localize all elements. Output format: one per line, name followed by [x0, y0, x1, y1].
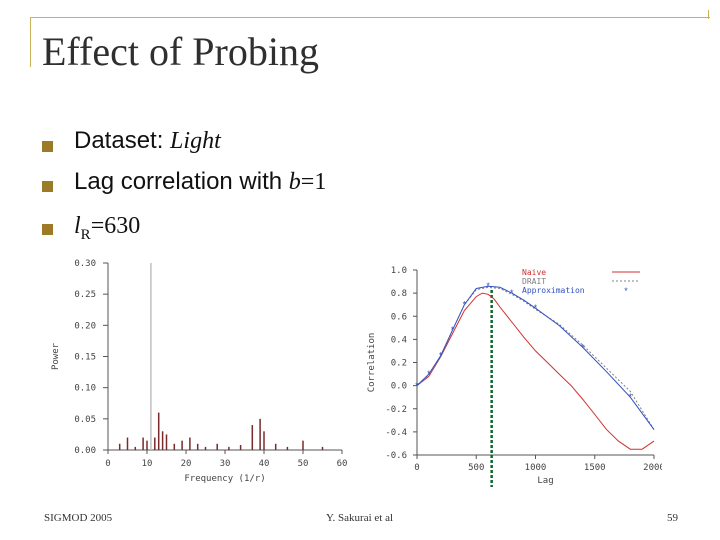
- legend-label: Naive: [522, 268, 546, 277]
- bullet-marker-3: [42, 224, 53, 235]
- power-x-tick-label: 30: [220, 459, 231, 469]
- corr-approx-marker: *: [510, 288, 514, 298]
- corr-y-tick-label: 1.0: [391, 266, 407, 276]
- legend-marker: *: [624, 286, 628, 296]
- corr-approx-marker: *: [534, 303, 538, 313]
- power-x-tick-label: 60: [337, 459, 348, 469]
- corr-y-axis-label: Correlation: [367, 333, 377, 393]
- corr-y-tick-label: -0.2: [385, 405, 407, 415]
- lag-correlation-chart: 1.0 0.8 0.6 0.4 0.2 0.0 -0.2 -0.4 -0.6 0 500 1000 15…: [367, 266, 662, 487]
- bullet-lag-var: b: [288, 169, 301, 195]
- power-x-tick-label: 0: [105, 459, 110, 469]
- corr-x-tick-label: 1000: [525, 463, 547, 473]
- corr-approx-marker: *: [629, 392, 633, 402]
- power-y-tick-label: 0.05: [74, 415, 96, 425]
- corr-x-tick-label: 1500: [584, 463, 606, 473]
- legend-label: DRAIT: [522, 277, 546, 286]
- corr-x-tick-label: 2000: [643, 463, 662, 473]
- corr-approx-marker: *: [581, 342, 585, 352]
- bullet-lag-prefix: Lag correlation with: [74, 168, 289, 195]
- legend-label: Approximation: [522, 286, 585, 295]
- power-x-tick-label: 50: [298, 459, 309, 469]
- corr-x-axis-label: Lag: [537, 476, 553, 486]
- corr-y-tick-label: 0.0: [391, 382, 407, 392]
- corr-y-tick-label: 0.4: [391, 335, 407, 345]
- corr-y-tick-label: -0.4: [385, 428, 407, 438]
- power-y-tick-label: 0.15: [74, 353, 96, 363]
- corr-approx-marker: *: [427, 369, 431, 379]
- bullet-dataset-value: Light: [170, 128, 221, 154]
- bullet-marker-2: [42, 181, 53, 192]
- bullet-lag-correlation: Lag correlation with b=1: [74, 168, 326, 196]
- corr-series-line: [416, 292, 655, 450]
- corr-approx-marker: *: [439, 351, 443, 361]
- bullet-lag-suffix: =1: [300, 169, 327, 195]
- power-y-tick-label: 0.25: [74, 290, 96, 300]
- power-y-tick-label: 0.10: [74, 384, 96, 394]
- corr-approx-marker: *: [463, 300, 467, 310]
- power-y-tick-label: 0.30: [74, 259, 96, 269]
- slide-frame-right: [708, 10, 709, 19]
- corr-y-tick-label: -0.6: [385, 451, 407, 461]
- slide-title: Effect of Probing: [42, 29, 319, 74]
- power-x-tick-label: 40: [259, 459, 270, 469]
- power-x-tick-label: 20: [181, 459, 192, 469]
- corr-y-tick-label: 0.2: [391, 359, 407, 369]
- corr-x-tick-label: 0: [414, 463, 419, 473]
- footer-authors: Y. Sakurai et al: [326, 512, 394, 524]
- bullet-lr: lR=630: [74, 212, 140, 244]
- slide-frame-left: [30, 17, 31, 67]
- corr-approx-marker: *: [451, 325, 455, 335]
- bullet-marker-1: [42, 141, 53, 152]
- slide-frame-top: [30, 17, 710, 18]
- corr-approx-marker: *: [415, 381, 419, 391]
- footer-page-number: 59: [667, 512, 678, 524]
- bullet-lr-var: l: [74, 213, 81, 239]
- bullet-dataset: Dataset: Light: [74, 127, 221, 155]
- power-x-tick-label: 10: [142, 459, 153, 469]
- power-x-axis-label: Frequency (1/r): [184, 474, 265, 484]
- corr-x-tick-label: 500: [468, 463, 484, 473]
- power-spectrum-chart: 0.00 0.05 0.10 0.15 0.20 0.25 0.30 0 10 20 30 40 50 6…: [51, 259, 348, 484]
- corr-approx-marker: *: [486, 281, 490, 291]
- bullet-lr-sub: R: [80, 226, 91, 243]
- corr-series-line: [416, 285, 655, 430]
- power-y-axis-label: Power: [51, 342, 61, 370]
- power-y-tick-label: 0.20: [74, 321, 96, 331]
- corr-y-tick-label: 0.8: [391, 289, 407, 299]
- footer-conference: SIGMOD 2005: [44, 512, 113, 524]
- corr-y-tick-label: 0.6: [391, 312, 407, 322]
- power-y-tick-label: 0.00: [74, 446, 96, 456]
- bullet-lr-value: =630: [90, 213, 141, 239]
- bullet-dataset-prefix: Dataset:: [74, 127, 171, 154]
